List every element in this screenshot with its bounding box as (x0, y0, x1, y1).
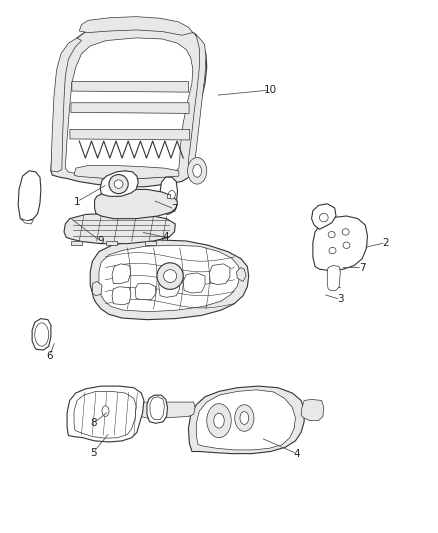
Text: 2: 2 (382, 238, 389, 247)
Text: 6: 6 (46, 351, 53, 361)
Polygon shape (92, 281, 102, 296)
Ellipse shape (157, 263, 183, 289)
Ellipse shape (187, 158, 207, 184)
Text: 10: 10 (264, 85, 277, 95)
Polygon shape (74, 165, 179, 179)
Polygon shape (65, 38, 193, 179)
Polygon shape (112, 264, 131, 284)
Polygon shape (100, 171, 138, 196)
Polygon shape (150, 397, 164, 419)
Ellipse shape (35, 323, 49, 346)
Ellipse shape (329, 247, 336, 254)
Ellipse shape (207, 403, 231, 438)
Polygon shape (188, 34, 206, 171)
Ellipse shape (342, 229, 349, 235)
Ellipse shape (214, 413, 224, 428)
Polygon shape (72, 82, 188, 92)
Text: 9: 9 (97, 236, 103, 246)
Polygon shape (18, 171, 41, 221)
Polygon shape (147, 395, 167, 423)
Polygon shape (327, 265, 340, 290)
Polygon shape (74, 391, 136, 438)
Polygon shape (71, 241, 82, 245)
Polygon shape (237, 268, 246, 281)
Text: 4: 4 (293, 449, 300, 458)
Ellipse shape (235, 405, 254, 431)
Polygon shape (135, 284, 155, 300)
Text: 7: 7 (359, 263, 366, 272)
Text: 5: 5 (90, 448, 96, 457)
Text: 4: 4 (162, 232, 169, 243)
Ellipse shape (109, 174, 128, 193)
Ellipse shape (102, 406, 109, 416)
Polygon shape (51, 22, 207, 187)
Polygon shape (160, 177, 177, 214)
Polygon shape (70, 130, 190, 140)
Polygon shape (32, 319, 51, 350)
Polygon shape (183, 273, 205, 293)
Ellipse shape (168, 190, 175, 199)
Polygon shape (90, 240, 249, 320)
Polygon shape (95, 189, 177, 219)
Ellipse shape (114, 180, 123, 188)
Polygon shape (311, 204, 336, 229)
Ellipse shape (343, 242, 350, 248)
Polygon shape (145, 241, 155, 245)
Polygon shape (106, 241, 117, 245)
Polygon shape (166, 194, 170, 198)
Text: 3: 3 (337, 294, 344, 304)
Ellipse shape (328, 231, 335, 238)
Text: 8: 8 (90, 418, 96, 429)
Polygon shape (112, 287, 131, 305)
Ellipse shape (319, 213, 328, 222)
Polygon shape (21, 219, 33, 224)
Polygon shape (313, 216, 367, 271)
Polygon shape (301, 399, 324, 421)
Polygon shape (159, 277, 180, 297)
Text: 7: 7 (171, 204, 178, 214)
Text: 1: 1 (74, 197, 81, 207)
Ellipse shape (240, 411, 249, 424)
Polygon shape (196, 390, 295, 450)
Polygon shape (67, 386, 144, 442)
Ellipse shape (193, 165, 201, 177)
Polygon shape (188, 386, 304, 454)
Polygon shape (51, 38, 81, 172)
Ellipse shape (163, 270, 177, 282)
Polygon shape (140, 402, 195, 418)
Polygon shape (64, 213, 175, 244)
Polygon shape (99, 245, 240, 312)
Polygon shape (209, 264, 230, 285)
Polygon shape (71, 103, 189, 114)
Polygon shape (79, 17, 193, 35)
